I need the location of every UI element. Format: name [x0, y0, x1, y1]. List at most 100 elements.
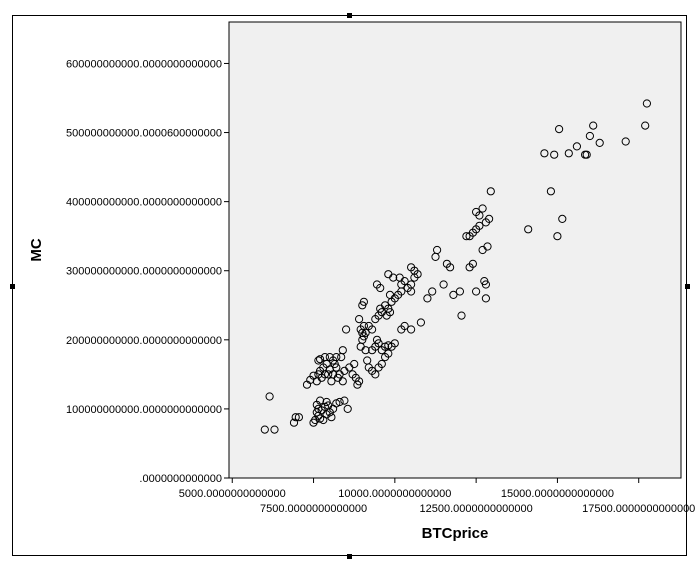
data-point [585, 131, 595, 141]
data-point [475, 221, 484, 230]
data-point [270, 425, 279, 434]
data-point [540, 149, 549, 158]
data-point [372, 280, 382, 289]
data-point [355, 315, 364, 324]
data-point [589, 121, 598, 130]
data-point [558, 214, 567, 223]
data-point [407, 263, 416, 272]
data-point [486, 187, 495, 196]
data-point [407, 325, 416, 334]
data-point [294, 413, 303, 422]
x-axis: 5000.0000000000000 7500.0000000000000 1000… [179, 478, 695, 515]
data-point [433, 245, 442, 255]
data-point [481, 280, 490, 289]
data-point [407, 287, 416, 296]
data-point [324, 370, 333, 379]
data-point [550, 150, 559, 159]
data-point [332, 353, 341, 362]
data-point [478, 204, 487, 213]
data-point [316, 355, 325, 364]
data-point [546, 187, 556, 196]
data-point [289, 418, 299, 427]
y-tick-label: 400000000000.0000000000000 [66, 197, 222, 209]
y-axis: .0000000000000 100000000000.0000000000000… [66, 58, 229, 485]
data-point [314, 356, 323, 365]
data-point [350, 359, 359, 369]
data-point [340, 396, 349, 405]
x-tick-label: 10000.0000000000000 [338, 488, 451, 500]
data-point [361, 346, 370, 355]
data-point [332, 363, 341, 372]
data-point [359, 321, 368, 331]
data-point [472, 207, 481, 217]
data-point [564, 149, 573, 158]
data-point [423, 294, 432, 303]
data-point [368, 325, 377, 334]
y-tick-label: 100000000000.0000000000000 [66, 404, 222, 416]
data-point [455, 287, 464, 296]
data-point [462, 232, 471, 241]
x-axis-title: BTCprice [422, 525, 489, 542]
data-point [385, 290, 395, 299]
data-point [457, 311, 466, 320]
data-point [481, 218, 490, 227]
data-point [395, 273, 404, 282]
data-point [416, 318, 425, 327]
data-points [260, 99, 652, 434]
data-point [472, 287, 481, 296]
data-point [400, 321, 409, 331]
data-point [524, 225, 533, 234]
data-point [327, 413, 336, 422]
data-point [641, 121, 650, 130]
data-point [553, 232, 562, 241]
resize-handle-bottom[interactable] [347, 554, 352, 559]
data-point [320, 353, 329, 362]
data-point [374, 339, 383, 348]
data-point [359, 297, 368, 306]
plot-area [228, 21, 682, 479]
data-point [338, 346, 347, 355]
x-tick-label: 15000.0000000000000 [501, 488, 614, 500]
data-point [428, 287, 437, 296]
y-tick-label: .0000000000000 [139, 473, 222, 485]
data-point [377, 359, 386, 369]
data-point [322, 397, 331, 407]
data-point [642, 99, 652, 108]
data-point [355, 377, 364, 386]
resize-handle-top[interactable] [347, 13, 352, 18]
data-point [595, 138, 604, 147]
data-point [265, 392, 274, 401]
data-point [483, 242, 492, 251]
y-tick-label: 600000000000.0000000000000 [66, 58, 222, 70]
data-point [343, 404, 352, 413]
data-point [390, 339, 399, 348]
data-point [481, 294, 490, 303]
x-tick-label: 5000.0000000000000 [179, 488, 286, 500]
y-tick-label: 500000000000.0000600000000 [66, 128, 222, 140]
data-point [449, 290, 458, 299]
data-point [371, 370, 380, 379]
data-point [555, 125, 564, 134]
y-tick-label: 200000000000.0000000000000 [66, 335, 222, 347]
x-tick-label: 7500.0000000000000 [260, 503, 367, 515]
y-axis-title: MC [28, 238, 45, 261]
data-point [342, 325, 351, 334]
x-tick-label: 12500.0000000000000 [420, 503, 533, 515]
data-point [465, 263, 474, 272]
data-point [572, 142, 582, 151]
resize-handle-right[interactable] [685, 284, 690, 289]
data-point [621, 137, 630, 146]
data-point [385, 308, 395, 317]
data-point [291, 413, 300, 422]
data-point [320, 370, 329, 379]
resize-handle-left[interactable] [10, 284, 15, 289]
data-point [335, 397, 344, 407]
data-point [439, 280, 448, 289]
x-tick-label: 17500.0000000000000 [582, 503, 695, 515]
data-point [446, 263, 455, 272]
data-point [384, 349, 393, 358]
data-point [384, 270, 393, 279]
data-point [582, 150, 591, 159]
data-point [338, 377, 347, 386]
